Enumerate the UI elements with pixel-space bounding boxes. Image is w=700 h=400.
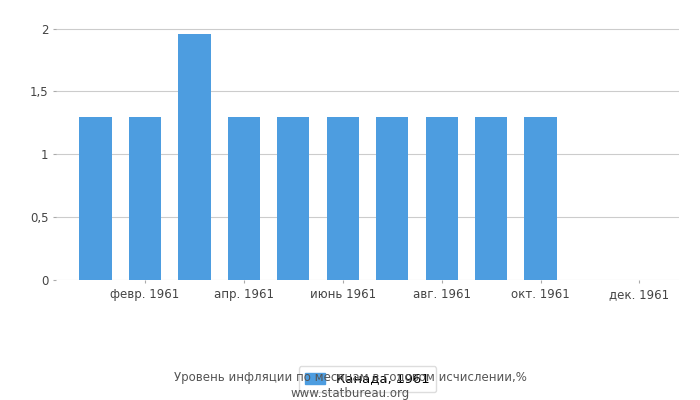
Bar xyxy=(80,116,111,280)
Bar xyxy=(277,116,309,280)
Bar xyxy=(426,116,458,280)
Bar xyxy=(475,116,507,280)
Bar xyxy=(524,116,556,280)
Legend: Канада, 1961: Канада, 1961 xyxy=(299,366,436,392)
Text: www.statbureau.org: www.statbureau.org xyxy=(290,388,410,400)
Bar xyxy=(327,116,359,280)
Text: Уровень инфляции по месяцам в годовом исчислении,%: Уровень инфляции по месяцам в годовом ис… xyxy=(174,372,526,384)
Bar xyxy=(129,116,161,280)
Bar xyxy=(178,34,211,280)
Bar xyxy=(228,116,260,280)
Bar xyxy=(376,116,408,280)
